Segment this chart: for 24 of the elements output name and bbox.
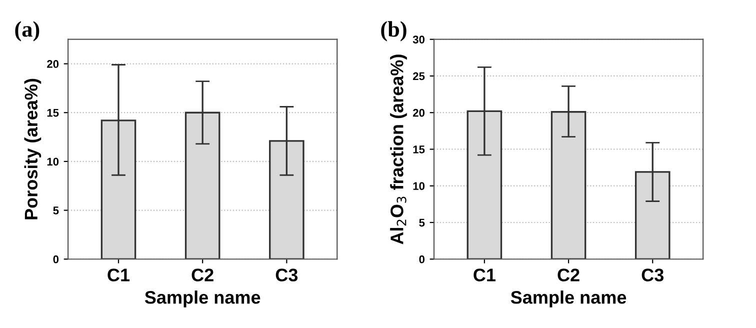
y-axis-title: Porosity (area%)	[24, 78, 42, 220]
y-tick-label: 5	[419, 218, 425, 227]
chart-title: (b)	[381, 21, 406, 42]
y-tick-label: 20	[47, 60, 59, 68]
y-tick-label: 10	[47, 158, 59, 166]
y-tick-label: 10	[413, 182, 425, 190]
y-tick-label: 25	[412, 72, 425, 80]
x-tick-label: C3	[642, 268, 664, 282]
y-tick-label: 0	[419, 255, 425, 264]
y-tick-label: 30	[412, 36, 425, 44]
y-tick-label: 15	[413, 146, 425, 154]
x-axis-title: Sample name	[144, 290, 260, 308]
x-tick-label: C3	[276, 268, 298, 282]
x-axis-title: Sample name	[510, 290, 626, 308]
y-tick-label: 0	[53, 255, 59, 264]
y-tick-label: 5	[53, 206, 59, 214]
y-tick-label: 20	[412, 108, 425, 117]
y-axis-title: Al$_{2}$O$_{3}$ fraction (area%)	[390, 54, 407, 244]
x-tick-label: C2	[192, 268, 214, 282]
chart-title: (a)	[15, 21, 40, 42]
y-tick-label: 15	[47, 108, 59, 117]
x-tick-label: C1	[474, 268, 496, 282]
x-tick-label: C2	[558, 268, 580, 282]
x-tick-label: C1	[108, 268, 130, 282]
